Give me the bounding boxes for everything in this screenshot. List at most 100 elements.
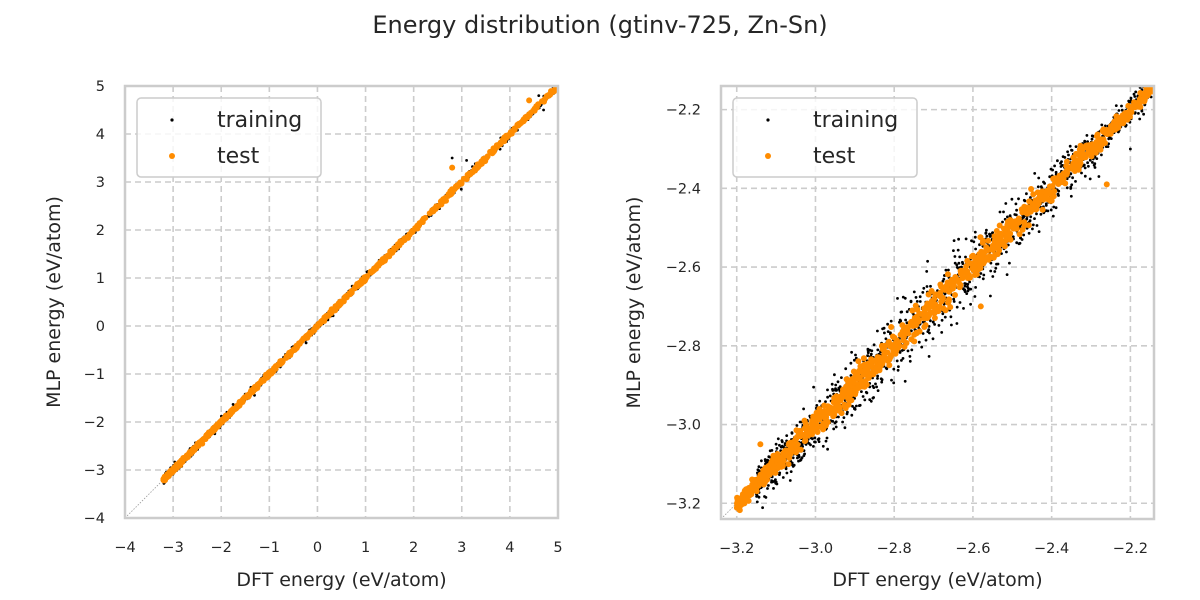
test-point: [392, 245, 399, 251]
test-point: [526, 97, 533, 104]
test-point: [1047, 197, 1054, 204]
training-point: [1039, 212, 1043, 216]
test-point: [178, 458, 185, 464]
test-point: [944, 271, 951, 278]
test-point: [1012, 222, 1019, 229]
training-point: [900, 349, 904, 352]
training-point: [1004, 202, 1008, 205]
training-point: [1091, 161, 1094, 164]
training-point: [781, 476, 785, 479]
test-point: [908, 322, 915, 329]
test-point: [954, 276, 961, 283]
training-point: [1029, 215, 1033, 219]
training-point: [832, 427, 836, 431]
x-tick-label: −3.0: [798, 541, 833, 557]
test-point: [746, 490, 753, 497]
x-tick-label: 5: [553, 540, 562, 556]
training-point: [790, 431, 794, 435]
test-point: [997, 230, 1004, 237]
training-point: [1068, 144, 1072, 148]
axes-frame: [123, 84, 560, 520]
training-point: [1022, 216, 1025, 219]
training-point: [865, 391, 869, 395]
test-point: [1085, 147, 1092, 154]
y-tick-label: 2: [96, 223, 105, 239]
test-point: [1073, 150, 1080, 157]
test-point: [1024, 210, 1030, 217]
training-point: [1088, 177, 1092, 181]
test-point: [873, 366, 879, 373]
test-point: [782, 452, 789, 459]
x-tick-label: −4: [114, 540, 135, 556]
test-point: [367, 269, 374, 276]
test-point: [823, 417, 830, 424]
training-point: [974, 286, 977, 289]
training-point: [831, 389, 835, 392]
training-point: [889, 331, 892, 335]
test-point: [230, 405, 237, 412]
training-point: [1049, 167, 1053, 171]
test-point: [1080, 151, 1087, 157]
test-point: [855, 358, 862, 365]
test-point: [877, 363, 884, 369]
test-point: [1005, 218, 1011, 225]
training-point: [1035, 224, 1039, 227]
training-point: [1051, 214, 1055, 218]
test-point: [901, 330, 908, 337]
test-point: [749, 476, 756, 483]
training-point: [1137, 112, 1140, 115]
legend-marker-training: [170, 118, 174, 122]
training-point: [898, 318, 902, 322]
training-point: [1054, 170, 1058, 174]
test-point: [930, 309, 937, 316]
training-point: [1027, 231, 1031, 235]
test-point: [463, 176, 470, 183]
training-point: [802, 454, 806, 457]
training-point: [962, 307, 965, 310]
training-point: [1069, 187, 1073, 190]
training-point: [910, 348, 914, 352]
training-point: [1114, 104, 1118, 107]
test-point: [985, 237, 992, 244]
test-point: [254, 383, 261, 390]
training-point: [964, 237, 968, 241]
training-point: [1036, 185, 1040, 189]
test-point: [911, 331, 918, 338]
test-point: [551, 87, 558, 94]
training-point: [1017, 242, 1021, 246]
training-point: [812, 385, 815, 389]
test-point: [789, 441, 796, 448]
training-point: [841, 420, 844, 424]
y-tick-label: −2.6: [666, 260, 701, 276]
test-point: [432, 206, 439, 212]
training-point: [973, 295, 977, 298]
x-tick-label: −2.6: [955, 541, 990, 557]
training-point: [1005, 250, 1008, 254]
training-point: [988, 232, 991, 236]
training-point: [1043, 182, 1046, 185]
training-point: [970, 239, 973, 243]
training-point: [465, 159, 468, 162]
training-point: [905, 310, 909, 314]
training-point: [780, 440, 784, 444]
training-point: [991, 275, 995, 278]
x-tick-label: 4: [505, 540, 514, 556]
training-point: [1074, 180, 1077, 183]
test-point: [353, 283, 360, 290]
test-point: [846, 379, 853, 386]
test-point: [820, 426, 827, 433]
training-point: [1090, 137, 1094, 141]
test-point: [185, 451, 192, 458]
training-point: [1069, 172, 1073, 176]
training-point: [1037, 176, 1041, 180]
test-point: [964, 268, 971, 275]
training-point: [802, 407, 805, 411]
training-point: [947, 268, 950, 272]
training-point: [1086, 161, 1089, 165]
training-point: [1149, 76, 1152, 79]
test-point: [945, 298, 952, 305]
test-point: [959, 275, 966, 282]
training-point: [542, 108, 545, 112]
test-point: [956, 284, 963, 291]
training-point: [817, 437, 821, 440]
